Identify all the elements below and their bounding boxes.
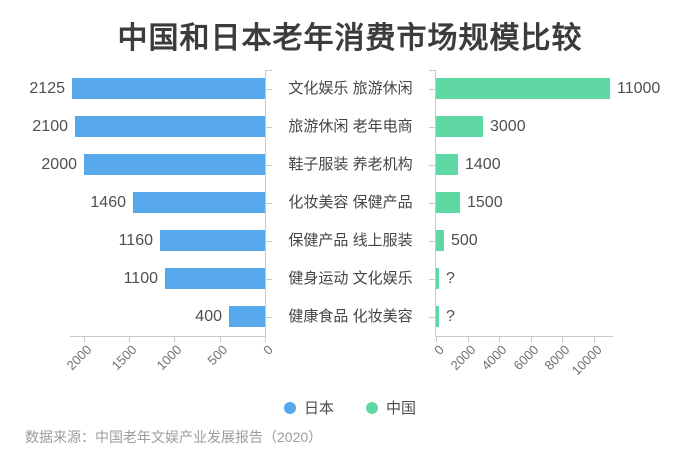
china-bar-value: ? — [446, 270, 455, 287]
japan-bar — [75, 116, 265, 137]
category-labels-column: 文化娱乐 旅游休闲 旅游休闲 老年电商 鞋子服装 养老机构 化妆美容 保健产品 保健产品… — [266, 70, 435, 336]
category-axis-tick — [429, 317, 435, 318]
japan-bar — [165, 268, 265, 289]
japan-bar-plot: 2125 2100 2000 1460 1160 1100 400 2000 1500 1000 5… — [29, 70, 276, 373]
china-bar-value: 11000 — [617, 80, 661, 97]
china-bar-plot: 11000 3000 1400 1500 500?? 0 2000 4000 6000 8000 1… — [429, 70, 660, 378]
japan-bar-value: 2000 — [41, 156, 77, 173]
category-label: 健身运动 文化娱乐 — [288, 270, 413, 287]
japan-bar-value: 2125 — [29, 80, 65, 97]
legend-item-china: 中国 — [366, 397, 416, 418]
japan-legend-dot-icon — [283, 401, 296, 414]
value-axis-tick-label: 2000 — [447, 342, 479, 374]
china-bar-value: 3000 — [490, 118, 526, 135]
category-axis-tick — [429, 89, 435, 90]
value-axis-tick-label: 1000 — [153, 342, 185, 374]
value-axis-tick-label: 0 — [259, 342, 276, 358]
category-axis-end-tick — [266, 70, 272, 71]
japan-bar-value: 1160 — [118, 232, 153, 249]
china-bar — [436, 78, 610, 99]
japan-bar — [72, 78, 265, 99]
china-bar — [436, 306, 439, 327]
value-axis-tick — [265, 337, 266, 342]
value-axis-tick-label: 1500 — [108, 342, 140, 374]
category-label: 文化娱乐 旅游休闲 — [288, 80, 413, 97]
category-axis-tick — [429, 279, 435, 280]
china-bar — [436, 154, 458, 175]
value-axis-tick — [499, 337, 500, 342]
value-axis-tick — [220, 337, 221, 342]
china-bar-value: 500 — [451, 232, 478, 249]
china-bar — [436, 268, 439, 289]
category-axis-tick — [429, 203, 435, 204]
japan-bar-value: 2100 — [32, 118, 68, 135]
value-axis-tick-label: 0 — [430, 342, 447, 358]
china-legend-dot-icon — [366, 401, 378, 414]
value-axis-tick-label: 2000 — [63, 342, 95, 374]
category-axis-tick — [429, 241, 435, 242]
category-label: 化妆美容 保健产品 — [288, 194, 413, 211]
japan-bar-value: 1460 — [90, 194, 126, 211]
japan-bar-value: 400 — [195, 308, 222, 325]
value-axis-tick — [84, 337, 85, 342]
category-axis-tick — [266, 279, 272, 280]
value-axis-tick-label: 6000 — [510, 342, 542, 374]
category-label: 健康食品 化妆美容 — [288, 308, 413, 325]
category-axis-tick — [266, 89, 272, 90]
value-axis-tick — [562, 337, 563, 342]
category-axis-tick — [266, 165, 272, 166]
category-label: 鞋子服装 养老机构 — [288, 156, 413, 173]
value-axis-tick — [129, 337, 130, 342]
category-axis-tick — [429, 165, 435, 166]
china-bar — [436, 230, 444, 251]
value-axis-tick — [174, 337, 175, 342]
china-legend-label: 中国 — [386, 400, 417, 417]
legend-item-japan: 日本 — [283, 397, 334, 418]
japan-bar — [84, 154, 265, 175]
value-axis-tick — [436, 337, 437, 342]
category-axis-tick — [266, 317, 272, 318]
value-axis-tick-label: 4000 — [478, 342, 510, 374]
china-bar-value: 1500 — [467, 194, 503, 211]
category-label: 旅游休闲 老年电商 — [288, 118, 413, 135]
china-bar-value: ? — [446, 308, 455, 325]
japan-bar — [133, 192, 265, 213]
chart-title: 中国和日本老年消费市场规模比较 — [117, 22, 583, 55]
china-bar — [436, 192, 460, 213]
china-bar — [436, 116, 483, 137]
value-axis-tick-label: 500 — [204, 342, 231, 368]
category-label: 保健产品 线上服装 — [288, 232, 413, 249]
value-axis-tick — [468, 337, 469, 342]
category-axis-tick — [429, 127, 435, 128]
category-axis-end-tick — [429, 70, 435, 71]
value-axis-tick-label: 10000 — [568, 342, 605, 379]
value-axis-tick — [531, 337, 532, 342]
source-note: 数据来源：中国老年文娱产业发展报告（2020） — [25, 429, 323, 445]
category-axis-tick — [266, 241, 272, 242]
value-axis-tick-label: 8000 — [541, 342, 573, 374]
japan-bar-value: 1100 — [123, 270, 158, 287]
category-axis-tick — [266, 127, 272, 128]
legend: 日本 中国 — [0, 397, 700, 418]
japan-legend-label: 日本 — [303, 400, 334, 417]
japan-bar — [229, 306, 265, 327]
value-axis-tick — [594, 337, 595, 342]
china-bar-value: 1400 — [465, 156, 501, 173]
category-axis-tick — [266, 203, 272, 204]
japan-bar — [160, 230, 265, 251]
